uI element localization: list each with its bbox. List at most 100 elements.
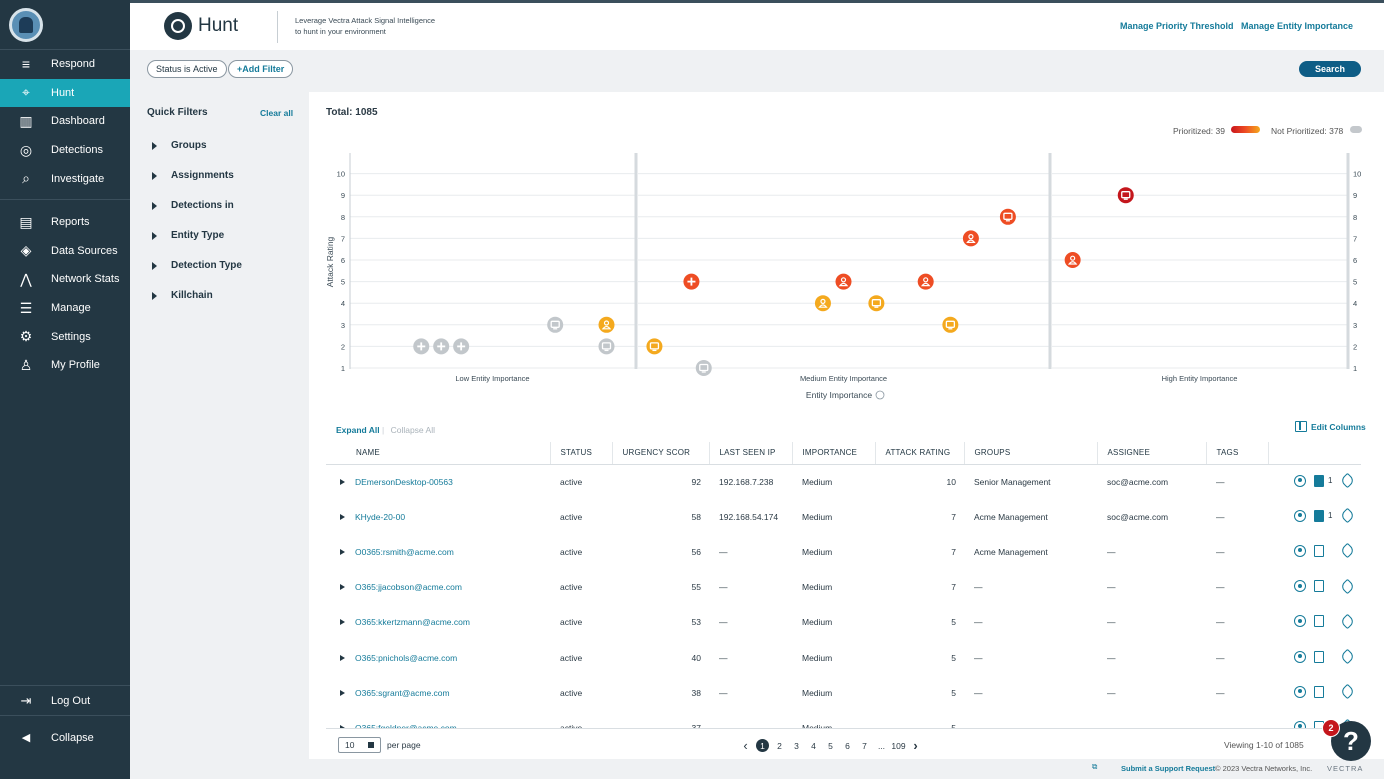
tag-icon[interactable] <box>1339 683 1356 700</box>
notes-icon[interactable] <box>1314 509 1324 522</box>
quick-filter-groups[interactable]: Groups <box>152 140 207 151</box>
quick-filter-detection-type[interactable]: Detection Type <box>152 260 242 271</box>
table-row[interactable]: O365:jjacobson@acme.com active 55 — Medium 7 —… <box>326 570 1361 605</box>
expand-row-icon[interactable] <box>340 689 345 696</box>
tag-icon[interactable] <box>1339 508 1356 524</box>
expand-row-icon[interactable] <box>340 654 345 661</box>
entity-name-link[interactable]: O365:kkertzmann@acme.com <box>355 617 470 628</box>
manage-priority-threshold-link[interactable]: Manage Priority Threshold <box>1120 21 1234 31</box>
notes-icon[interactable] <box>1314 650 1324 663</box>
per-page-select[interactable]: 10 <box>338 737 381 753</box>
entity-point-user[interactable] <box>598 316 615 333</box>
expand-row-icon[interactable] <box>340 619 345 626</box>
tag-icon[interactable] <box>1339 543 1356 559</box>
entity-name-link[interactable]: O365:jjacobson@acme.com <box>355 582 462 593</box>
quick-filter-detections-in[interactable]: Detections in <box>152 200 234 211</box>
column-header-importance[interactable]: IMPORTANCE <box>792 442 876 465</box>
page-link[interactable]: 7 <box>862 740 867 751</box>
entity-point-plus[interactable] <box>413 338 430 355</box>
expand-row-icon[interactable] <box>340 478 345 485</box>
sidebar-item-network-stats[interactable]: ⋀ Network Stats <box>0 265 130 294</box>
entity-name-link[interactable]: DEmersonDesktop-00563 <box>355 476 453 487</box>
manage-entity-importance-link[interactable]: Manage Entity Importance <box>1241 21 1354 31</box>
column-header-groups[interactable]: GROUPS <box>964 442 1098 465</box>
notes-icon[interactable] <box>1314 615 1324 628</box>
table-row[interactable]: O365:sgrant@acme.com active 38 — Medium 5 — — — <box>326 675 1361 710</box>
expand-row-icon[interactable] <box>340 724 345 731</box>
target-icon[interactable] <box>1294 474 1306 487</box>
edit-columns-button[interactable]: Edit Columns <box>1295 421 1366 432</box>
sidebar-item-settings[interactable]: ⚙ Settings <box>0 322 130 351</box>
sidebar-item-my-profile[interactable]: ♙ My Profile <box>0 351 130 380</box>
table-row[interactable]: O0365:rsmith@acme.com active 56 — Medium 7 Acm… <box>326 534 1361 569</box>
column-header-name[interactable]: NAME <box>326 442 551 465</box>
entity-point-user[interactable] <box>814 295 831 312</box>
entity-point-host[interactable] <box>547 316 564 333</box>
add-filter-button[interactable]: +Add Filter <box>228 60 294 78</box>
column-header-assignee[interactable]: ASSIGNEE <box>1097 442 1207 465</box>
entity-point-plus[interactable] <box>683 273 700 290</box>
entity-point-plus[interactable] <box>453 338 470 355</box>
entity-point-user[interactable] <box>835 273 852 290</box>
search-button[interactable]: Search <box>1299 61 1361 77</box>
next-page-icon[interactable]: › <box>913 738 918 753</box>
column-header-last-seen-ip[interactable]: LAST SEEN IP <box>709 442 793 465</box>
column-header-urgency-scor[interactable]: URGENCY SCOR <box>612 442 710 465</box>
sidebar-item-hunt[interactable]: ⌖ Hunt <box>0 78 130 108</box>
page-link[interactable]: 2 <box>777 740 782 751</box>
expand-all-link[interactable]: Expand All <box>336 425 380 435</box>
table-row[interactable]: O365:kkertzmann@acme.com active 53 — Medium 5… <box>326 605 1361 640</box>
entity-point-host[interactable] <box>1117 187 1134 204</box>
sidebar-item-respond[interactable]: ≡ Respond <box>0 50 130 79</box>
sidebar-item-investigate[interactable]: ⌕ Investigate <box>0 164 130 193</box>
page-link[interactable]: 109 <box>891 740 906 751</box>
entity-name-link[interactable]: O0365:rsmith@acme.com <box>355 546 454 557</box>
entity-point-user[interactable] <box>962 230 979 247</box>
page-link[interactable]: 5 <box>828 740 833 751</box>
page-link[interactable]: 3 <box>794 740 799 751</box>
expand-row-icon[interactable] <box>340 548 345 555</box>
target-icon[interactable] <box>1294 685 1306 698</box>
prev-page-icon[interactable]: ‹ <box>743 738 748 753</box>
expand-row-icon[interactable] <box>340 513 345 520</box>
entity-name-link[interactable]: O365:pnichols@acme.com <box>355 652 458 663</box>
notes-icon[interactable] <box>1314 685 1324 698</box>
vectra-logo[interactable] <box>9 8 43 42</box>
clear-all-link[interactable]: Clear all <box>260 108 294 118</box>
column-header-tags[interactable]: TAGS <box>1206 442 1269 465</box>
table-row[interactable]: O365:pnichols@acme.com active 40 — Medium 5 — —… <box>326 640 1361 675</box>
expand-row-icon[interactable] <box>340 584 345 591</box>
support-request-link[interactable]: Submit a Support Request <box>1121 764 1216 773</box>
column-header-status[interactable]: STATUS <box>550 442 613 465</box>
notes-icon[interactable] <box>1314 544 1324 557</box>
collapse-all-link[interactable]: Collapse All <box>390 425 435 435</box>
tag-icon[interactable] <box>1339 473 1356 489</box>
page-link[interactable]: 1 <box>756 739 769 752</box>
collapse-button[interactable]: ◀ Collapse <box>0 715 130 759</box>
entity-point-host[interactable] <box>999 208 1016 225</box>
entity-point-plus[interactable] <box>433 338 450 355</box>
entity-point-host[interactable] <box>868 295 885 312</box>
quick-filter-assignments[interactable]: Assignments <box>152 170 234 181</box>
entity-point-host[interactable] <box>695 360 712 376</box>
column-header-attack-rating[interactable]: ATTACK RATING <box>875 442 965 465</box>
table-row[interactable]: O365:fgoldner@acme.comactive37—Medium5——… <box>326 710 1361 745</box>
quick-filter-entity-type[interactable]: Entity Type <box>152 230 224 241</box>
entity-name-link[interactable]: KHyde-20-00 <box>355 511 406 522</box>
target-icon[interactable] <box>1294 615 1306 628</box>
logout-button[interactable]: ⇥ Log Out <box>0 685 130 715</box>
page-link[interactable]: 6 <box>845 740 850 751</box>
page-link[interactable]: 4 <box>811 740 816 751</box>
sidebar-item-dashboard[interactable]: ▥ Dashboard <box>0 107 130 136</box>
sidebar-item-manage[interactable]: ☰ Manage <box>0 294 130 323</box>
entity-point-host[interactable] <box>598 338 615 355</box>
target-icon[interactable] <box>1294 544 1306 557</box>
target-icon[interactable] <box>1294 650 1306 663</box>
tag-icon[interactable] <box>1339 613 1356 630</box>
entity-point-host[interactable] <box>942 316 959 333</box>
tag-icon[interactable] <box>1339 578 1356 594</box>
target-icon[interactable] <box>1294 580 1306 593</box>
sidebar-item-detections[interactable]: ◎ Detections <box>0 136 130 165</box>
sidebar-item-reports[interactable]: ▤ Reports <box>0 208 130 237</box>
notes-icon[interactable] <box>1314 474 1324 487</box>
